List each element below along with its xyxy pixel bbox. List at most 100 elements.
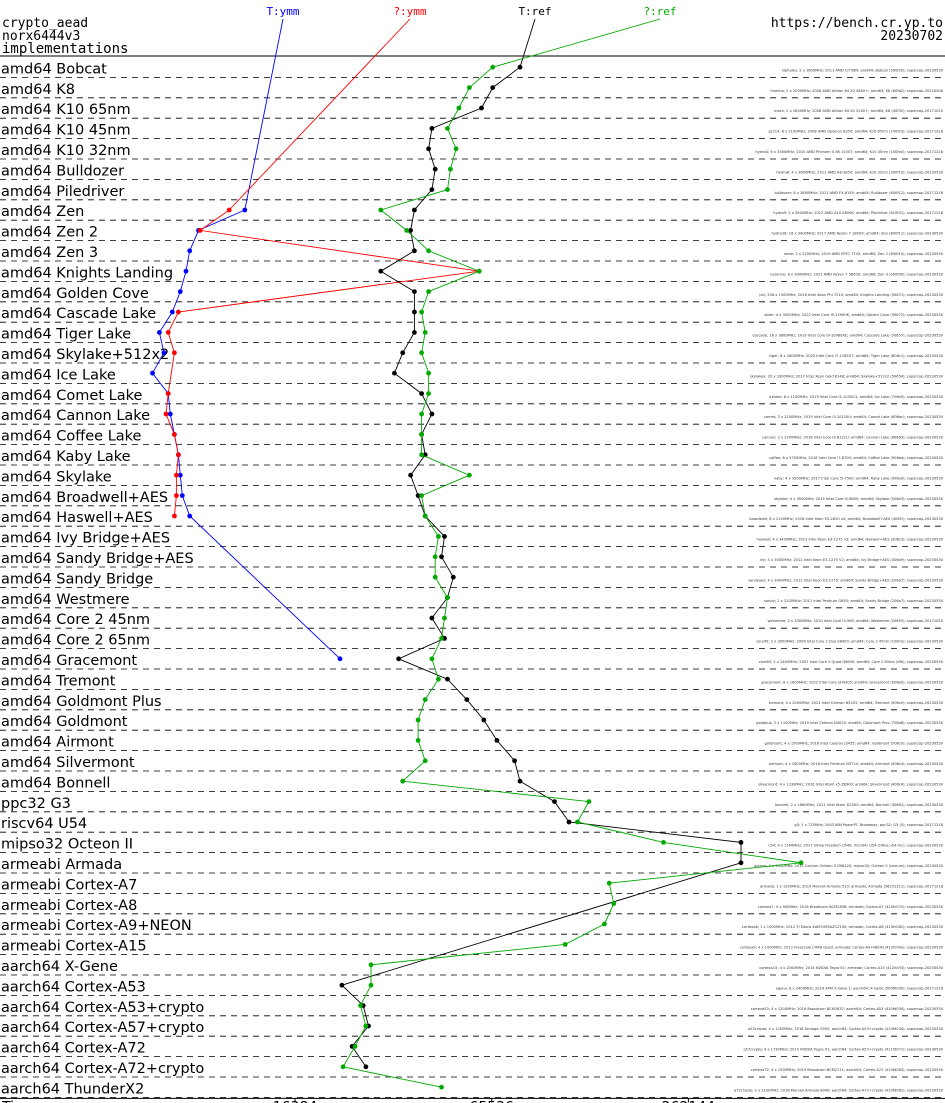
data-point	[602, 921, 607, 927]
row-note: kaby; 4 x 3500MHz; 2017 Intel Core i5-75…	[774, 476, 944, 480]
category-label: amd64 Zen 2	[1, 225, 98, 241]
data-point	[445, 187, 450, 193]
data-point	[566, 819, 572, 825]
category-label: amd64 Gracemont	[1, 653, 137, 669]
data-point	[575, 819, 580, 825]
data-point	[400, 350, 406, 356]
data-point	[177, 289, 183, 294]
data-point	[412, 289, 417, 294]
row-note: goldplus; 2 x 1100MHz; 2019 Intel Celero…	[756, 721, 943, 725]
data-point	[419, 432, 424, 437]
category-label: amd64 Zen	[1, 204, 84, 220]
data-point	[467, 85, 472, 90]
category-label: amd64 Tremont	[1, 673, 116, 689]
data-point	[163, 411, 169, 417]
row-note: tremont; 4 x 2000MHz; 2021 Intel Celeron…	[769, 701, 944, 705]
data-point	[226, 207, 232, 213]
data-point	[404, 228, 410, 233]
category-label: armeabi Cortex-A7	[1, 877, 137, 893]
data-point	[358, 1003, 363, 1008]
category-label: amd64 Cannon Lake	[1, 408, 150, 424]
category-label: aarch64 Cortex-A53	[1, 979, 146, 995]
data-point	[467, 472, 472, 478]
row-note: mace; 2 x 2600MHz; 2008 AMD Athlon 64 X2…	[774, 109, 944, 113]
category-label: amd64 K10 65nm	[1, 102, 131, 118]
row-note: a57crypto; 4 x 1730MHz; 2015 NVIDIA Tegr…	[743, 1048, 943, 1052]
data-point	[552, 799, 557, 804]
series-label: ?:ref	[643, 5, 676, 18]
series-line	[151, 209, 341, 660]
row-note: skylakex; 20 x 3300MHz; 2017 Intel Xeon …	[750, 374, 944, 378]
data-point	[419, 411, 424, 417]
row-note: a53crypto; 4 x 1200MHz; 2018 Amlogic S90…	[748, 1027, 944, 1031]
data-point	[432, 554, 438, 560]
data-point	[363, 1064, 369, 1070]
category-label: amd64 Bonnell	[1, 775, 110, 791]
series-label: T:ref	[518, 5, 551, 18]
category-label: amd64 Comet Lake	[1, 388, 142, 404]
data-point	[436, 676, 441, 682]
data-point	[337, 656, 343, 662]
category-label: amd64 Bobcat	[1, 61, 107, 77]
data-point	[429, 125, 435, 131]
data-point	[412, 309, 417, 315]
category-label: amd64 Ice Lake	[1, 367, 116, 383]
category-label: amd64 Kaby Lake	[1, 449, 131, 465]
row-note: armada; 1 x 1200MHz; 2010 Marvell Armada…	[760, 884, 944, 888]
data-point	[429, 411, 435, 417]
row-note: hydra26; 16 x 3400MHz; 2017 AMD Ryzen 7 …	[772, 232, 944, 236]
x-tick-label: 262144	[662, 1099, 716, 1103]
data-point	[363, 1023, 369, 1029]
data-point	[172, 350, 177, 356]
data-point	[611, 901, 617, 906]
data-point	[490, 85, 496, 90]
row-note: cannon; 2 x 2200MHz; 2018 Intel Core i3-…	[762, 436, 944, 440]
data-point	[426, 391, 431, 396]
data-point	[490, 64, 496, 70]
category-label: amd64 Broadwell+AES	[1, 490, 168, 506]
row-note: a72crypto; 2 x 2100MHz; 2018 Marvell Arm…	[734, 1088, 944, 1092]
row-note: cortexa7; 4 x 900MHz; 2016 Broadcom BCM2…	[758, 905, 944, 909]
data-point	[161, 350, 167, 356]
data-point	[439, 554, 444, 560]
category-label: mipso32 Octeon II	[1, 837, 133, 853]
data-point	[172, 432, 177, 437]
data-point	[242, 207, 248, 213]
data-point	[419, 391, 424, 396]
x-axis-label: Time	[1, 1099, 36, 1103]
data-point	[187, 513, 193, 519]
category-label: amd64 Tiger Lake	[1, 327, 131, 343]
row-note: cortexa9; 4 x 1000MHz; 2012 Freescale i.…	[740, 946, 944, 950]
row-note: airmont; 4 x 1600MHz; 2016 Intel Pentium…	[769, 762, 944, 766]
data-point	[450, 574, 456, 580]
row-note: cezanne; 8 x 3900MHz; 2021 AMD Ryzen 7 5…	[770, 272, 944, 276]
data-point	[422, 513, 428, 519]
data-point	[429, 615, 435, 621]
data-point	[479, 105, 484, 111]
x-tick-label: 16384	[273, 1099, 318, 1103]
row-note: cortexa8; 1 x 1000MHz; 2012 TI Sitara XA…	[742, 925, 944, 929]
category-label: amd64 Airmont	[1, 735, 114, 751]
data-point	[439, 636, 444, 641]
data-point	[197, 228, 203, 233]
data-point	[183, 268, 189, 274]
data-point	[426, 289, 431, 294]
row-note: hydra4; 6 x 3300MHz; 2010 AMD Phenom II …	[755, 150, 943, 154]
category-label: amd64 Sandy Bridge+AES	[1, 551, 194, 567]
data-point	[412, 248, 417, 254]
header-algorithm: norx6444v3	[2, 29, 81, 44]
data-point	[176, 309, 181, 315]
data-point	[352, 1044, 358, 1049]
data-point	[432, 574, 438, 580]
category-label: amd64 Core 2 65nm	[1, 633, 150, 649]
data-point	[412, 330, 417, 335]
row-note: cascade; 16 x 3800MHz; 2019 Intel Core i…	[752, 334, 943, 338]
category-label: amd64 Cascade Lake	[1, 306, 156, 322]
data-point	[517, 64, 523, 70]
data-point	[340, 1064, 346, 1070]
data-point	[494, 738, 500, 743]
row-note: sandy; 2 x 3100MHz; 2011 Intel Pentium G…	[764, 599, 944, 603]
header-primitive: crypto_aead	[2, 16, 89, 31]
data-point	[408, 472, 413, 478]
data-point	[606, 880, 612, 886]
